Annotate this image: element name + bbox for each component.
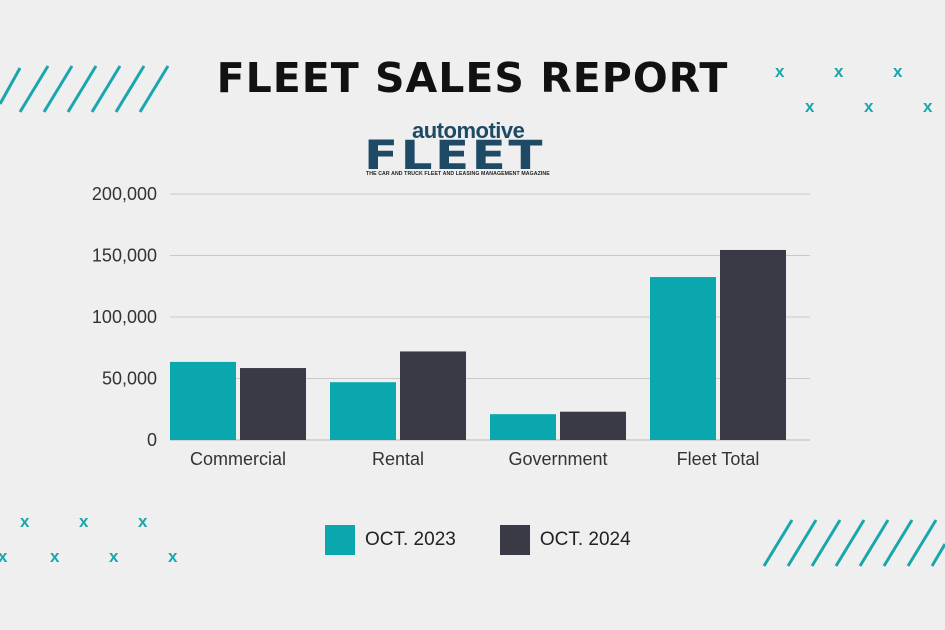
x-mark-decoration: x: [893, 62, 903, 81]
bar-2024: [240, 368, 306, 440]
x-mark-decoration: x: [834, 62, 844, 81]
bar-2023: [330, 382, 396, 440]
x-tick-label: Rental: [372, 449, 424, 469]
x-mark-decoration: x: [864, 97, 874, 116]
x-tick-label: Government: [508, 449, 607, 469]
x-mark-decoration: x: [923, 97, 933, 116]
logo-main-text: FLEET: [364, 133, 545, 179]
y-tick-label: 50,000: [102, 369, 157, 389]
y-tick-label: 0: [147, 430, 157, 450]
x-mark-decoration: x: [50, 547, 60, 566]
x-mark-decoration: x: [109, 547, 119, 566]
legend-swatch-2024: [499, 525, 530, 555]
stripes-bottom-right-decoration: [762, 519, 945, 567]
x-mark-decoration: x: [805, 97, 815, 116]
bar-chart: 0 50,000 100,000 150,000 200,000 Commercial Re…: [92, 184, 810, 469]
bar-2023: [170, 361, 236, 440]
chart-legend: OCT. 2023 OCT. 2024: [325, 525, 675, 555]
bar-2024: [400, 351, 466, 440]
x-mark-decoration: x: [79, 512, 89, 531]
y-tick-label: 150,000: [92, 246, 157, 266]
x-mark-decoration: x: [20, 512, 30, 531]
x-mark-decoration: x: [0, 547, 8, 566]
legend-swatch-2023: [325, 525, 355, 555]
legend-item-2023: OCT. 2023: [325, 525, 456, 555]
stripes-top-left-decoration: [0, 65, 170, 113]
legend-label-2023: OCT. 2023: [365, 529, 456, 550]
y-tick-label: 200,000: [92, 184, 157, 204]
legend-item-2024: OCT. 2024: [499, 525, 631, 555]
x-mark-decoration: x: [775, 62, 785, 81]
x-tick-label: Fleet Total: [677, 449, 760, 469]
x-mark-decoration: x: [138, 512, 148, 531]
legend-label-2024: OCT. 2024: [539, 529, 631, 550]
bar-2024: [560, 411, 626, 440]
automotive-fleet-logo: automotive FLEET THE CAR AND TRUCK FLEET…: [364, 118, 584, 180]
bar-2023: [650, 277, 716, 440]
x-mark-decoration: x: [168, 547, 178, 566]
logo-tagline: THE CAR AND TRUCK FLEET AND LEASING MANA…: [366, 171, 550, 177]
y-tick-label: 100,000: [92, 307, 157, 327]
logo-top-text: automotive: [412, 118, 525, 143]
bar-2024: [720, 249, 786, 440]
report-title: FLEET SALES REPORT: [216, 54, 729, 102]
bar-2023: [490, 414, 556, 440]
x-tick-label: Commercial: [190, 449, 286, 469]
